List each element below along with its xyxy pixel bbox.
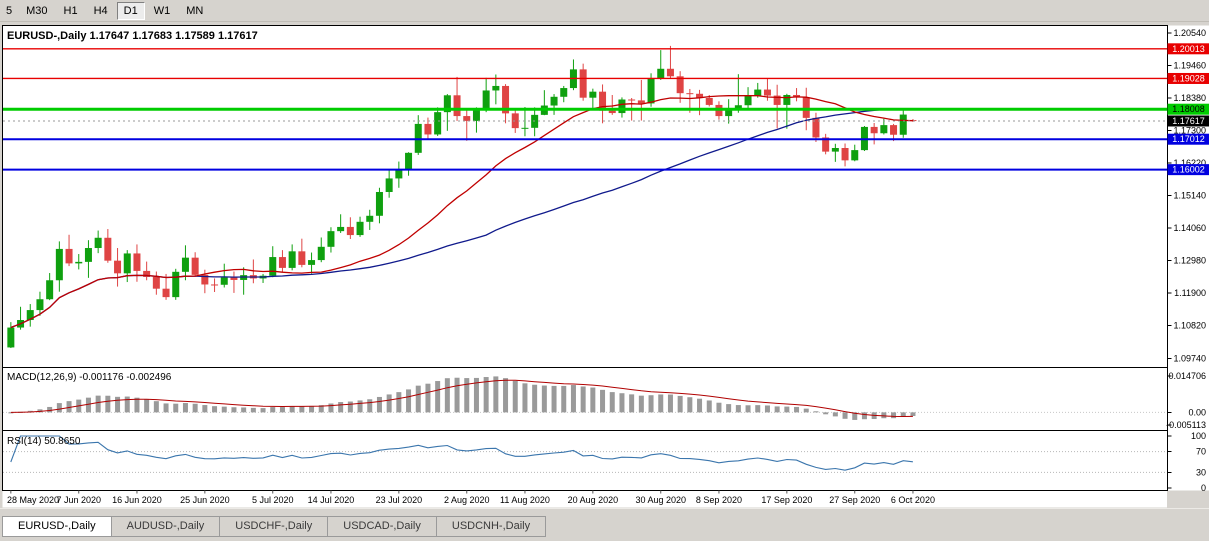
svg-text:8 Sep 2020: 8 Sep 2020 xyxy=(696,495,742,505)
svg-text:14 Jul 2020: 14 Jul 2020 xyxy=(308,495,355,505)
svg-text:28 May 2020: 28 May 2020 xyxy=(7,495,59,505)
timeframe-button-5[interactable]: 5 xyxy=(1,1,18,20)
price-axis-background[interactable] xyxy=(1167,25,1209,491)
svg-text:16 Jun 2020: 16 Jun 2020 xyxy=(112,495,162,505)
svg-text:1.19460: 1.19460 xyxy=(1173,60,1206,70)
rsi-axis-ticks[interactable]: 100 70 30 0 xyxy=(1167,431,1207,493)
ma-fast-line xyxy=(10,95,913,329)
macd-indicator xyxy=(3,376,1166,420)
svg-text:1.12980: 1.12980 xyxy=(1173,256,1206,266)
svg-text:1.17012: 1.17012 xyxy=(1172,134,1205,144)
svg-text:1.15140: 1.15140 xyxy=(1173,191,1206,201)
chart-area[interactable]: 1.20540 1.19460 1.18380 1.17300 1.16220 1.151… xyxy=(0,22,1209,508)
svg-text:-0.005113: -0.005113 xyxy=(1166,420,1206,430)
svg-text:7 Jun 2020: 7 Jun 2020 xyxy=(56,495,101,505)
timeframe-button-w1[interactable]: W1 xyxy=(146,1,178,20)
svg-text:0: 0 xyxy=(1201,483,1206,493)
level-lines[interactable] xyxy=(3,48,1167,171)
timeframe-button-h1[interactable]: H1 xyxy=(56,1,85,20)
chart-tab-usdcnh[interactable]: USDCNH-,Daily xyxy=(435,516,547,537)
svg-text:1.14060: 1.14060 xyxy=(1173,223,1206,233)
price-axis-boxes: 1.20013 1.19028 1.18008 1.17012 1.16002 1.176… xyxy=(1167,43,1209,176)
svg-text:11 Aug 2020: 11 Aug 2020 xyxy=(500,495,550,505)
timeframe-toolbar: 5 M30 H1 H4 D1 W1 MN xyxy=(0,0,1209,22)
chart-tab-usdcad[interactable]: USDCAD-,Daily xyxy=(327,516,436,537)
svg-text:1.16002: 1.16002 xyxy=(1172,165,1205,175)
svg-text:0.014706: 0.014706 xyxy=(1168,371,1206,381)
svg-text:70: 70 xyxy=(1196,447,1206,457)
rsi-label: RSI(14) 50.8650 xyxy=(7,436,81,447)
timeframe-button-m30[interactable]: M30 xyxy=(19,1,55,20)
svg-text:1.18008: 1.18008 xyxy=(1172,104,1205,114)
macd-label: MACD(12,26,9) -0.001176 -0.002496 xyxy=(7,372,172,383)
macd-axis-ticks[interactable]: 0.014706 0.00 -0.005113 xyxy=(1166,371,1206,430)
price-axis-ticks[interactable]: 1.20540 1.19460 1.18380 1.17300 1.16220 1.151… xyxy=(1167,28,1207,363)
timeframe-button-h4[interactable]: H4 xyxy=(86,1,115,20)
chart-tabs: EURUSD-,Daily AUDUSD-,Daily USDCHF-,Daily U… xyxy=(0,509,1209,537)
svg-text:1.20013: 1.20013 xyxy=(1172,44,1205,54)
svg-text:23 Jul 2020: 23 Jul 2020 xyxy=(376,495,423,505)
svg-text:2 Aug 2020: 2 Aug 2020 xyxy=(444,495,490,505)
chart-tab-eurusd[interactable]: EURUSD-,Daily xyxy=(2,516,111,537)
chart-layers: 1.20540 1.19460 1.18380 1.17300 1.16220 1.151… xyxy=(3,28,1209,505)
svg-text:1.18380: 1.18380 xyxy=(1173,93,1206,103)
svg-text:1.10820: 1.10820 xyxy=(1173,321,1206,331)
moving-averages xyxy=(10,95,913,329)
rsi-indicator xyxy=(3,435,1166,473)
svg-text:0.00: 0.00 xyxy=(1188,407,1206,417)
svg-text:1.11900: 1.11900 xyxy=(1174,288,1206,298)
svg-text:100: 100 xyxy=(1191,431,1206,441)
chart-ohlc-title: EURUSD-,Daily 1.17647 1.17683 1.17589 1.… xyxy=(7,30,258,42)
timeframe-button-mn[interactable]: MN xyxy=(179,1,211,20)
tab-bar: EURUSD-,Daily AUDUSD-,Daily USDCHF-,Daily U… xyxy=(0,508,1209,541)
svg-text:25 Jun 2020: 25 Jun 2020 xyxy=(180,495,230,505)
svg-text:1.20540: 1.20540 xyxy=(1173,28,1206,38)
chart-tab-audusd[interactable]: AUDUSD-,Daily xyxy=(110,516,220,537)
chart-tab-usdchf[interactable]: USDCHF-,Daily xyxy=(219,516,328,537)
svg-text:6 Oct 2020: 6 Oct 2020 xyxy=(891,495,935,505)
svg-text:1.17300: 1.17300 xyxy=(1173,126,1206,136)
svg-text:5 Jul 2020: 5 Jul 2020 xyxy=(252,495,294,505)
rsi-panel[interactable] xyxy=(2,430,1168,491)
svg-text:30: 30 xyxy=(1196,467,1206,477)
timeframe-button-d1[interactable]: D1 xyxy=(116,1,145,20)
svg-text:1.09740: 1.09740 xyxy=(1173,353,1206,363)
svg-text:20 Aug 2020: 20 Aug 2020 xyxy=(568,495,619,505)
date-axis-background[interactable] xyxy=(2,490,1168,508)
svg-text:1.19028: 1.19028 xyxy=(1172,73,1205,83)
svg-text:17 Sep 2020: 17 Sep 2020 xyxy=(761,495,812,505)
svg-text:30 Aug 2020: 30 Aug 2020 xyxy=(635,495,686,505)
svg-text:1.16220: 1.16220 xyxy=(1173,158,1206,168)
svg-text:1.17617: 1.17617 xyxy=(1172,116,1205,126)
svg-text:27 Sep 2020: 27 Sep 2020 xyxy=(829,495,880,505)
